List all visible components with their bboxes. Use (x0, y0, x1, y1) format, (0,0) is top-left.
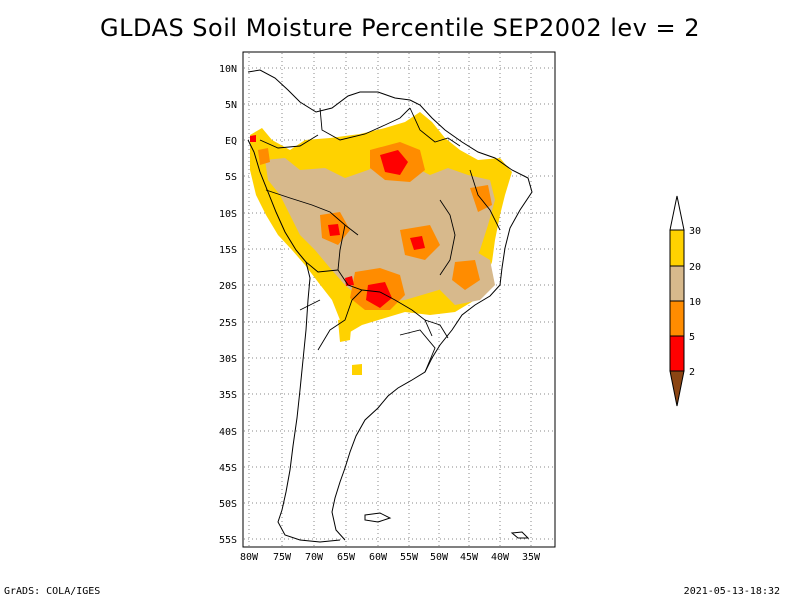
timestamp: 2021-05-13-18:32 (683, 586, 780, 597)
lon-label-65w: 65W (337, 552, 356, 563)
lat-label-eq: EQ (225, 136, 237, 147)
legend-labels: 30 20 10 5 2 (689, 226, 701, 378)
lon-label-55w: 55W (400, 552, 419, 563)
legend-label-30: 30 (689, 226, 701, 237)
soil-moisture-shading (250, 112, 512, 375)
lat-label-25s: 25S (219, 318, 237, 329)
lat-label-15s: 15S (219, 245, 237, 256)
lon-label-40w: 40W (491, 552, 510, 563)
lon-label-70w: 70W (305, 552, 324, 563)
lat-label-5n: 5N (225, 100, 237, 111)
lon-label-45w: 45W (460, 552, 479, 563)
legend-arrow-top (669, 195, 685, 231)
lon-label-60w: 60W (369, 552, 388, 563)
lon-label-35w: 35W (522, 552, 541, 563)
coastline (247, 69, 533, 543)
legend-label-2: 2 (689, 367, 695, 378)
lon-label-75w: 75W (273, 552, 292, 563)
lat-label-45s: 45S (219, 463, 237, 474)
map-title: GLDAS Soil Moisture Percentile SEP2002 l… (100, 14, 700, 42)
lon-label-80w: 80W (240, 552, 259, 563)
legend-arrow-bottom (669, 370, 685, 407)
grads-credit: GrADS: COLA/IGES (4, 586, 101, 597)
map-frame (242, 51, 556, 548)
lat-label-10n: 10N (219, 64, 237, 75)
lat-tick-labels: 10N 5N EQ 5S 10S 15S 20S 25S 30S 35S 40S… (219, 64, 237, 546)
lon-label-50w: 50W (430, 552, 449, 563)
lat-label-50s: 50S (219, 499, 237, 510)
country-borders (259, 107, 501, 373)
legend-box-2-5 (669, 335, 685, 372)
lat-label-30s: 30S (219, 354, 237, 365)
lat-label-35s: 35S (219, 390, 237, 401)
lat-label-40s: 40S (219, 427, 237, 438)
legend-box-20-30 (669, 229, 685, 267)
lat-label-10s: 10S (219, 209, 237, 220)
lat-label-55s: 55S (219, 535, 237, 546)
lat-label-5s: 5S (225, 172, 237, 183)
lat-label-20s: 20S (219, 281, 237, 292)
legend-box-5-10 (669, 300, 685, 337)
lon-tick-labels: 80W 75W 70W 65W 60W 55W 50W 45W 40W 35W (240, 552, 541, 563)
color-legend (669, 195, 685, 407)
legend-label-5: 5 (689, 332, 695, 343)
legend-box-10-20 (669, 265, 685, 302)
legend-label-20: 20 (689, 262, 701, 273)
legend-label-10: 10 (689, 297, 701, 308)
